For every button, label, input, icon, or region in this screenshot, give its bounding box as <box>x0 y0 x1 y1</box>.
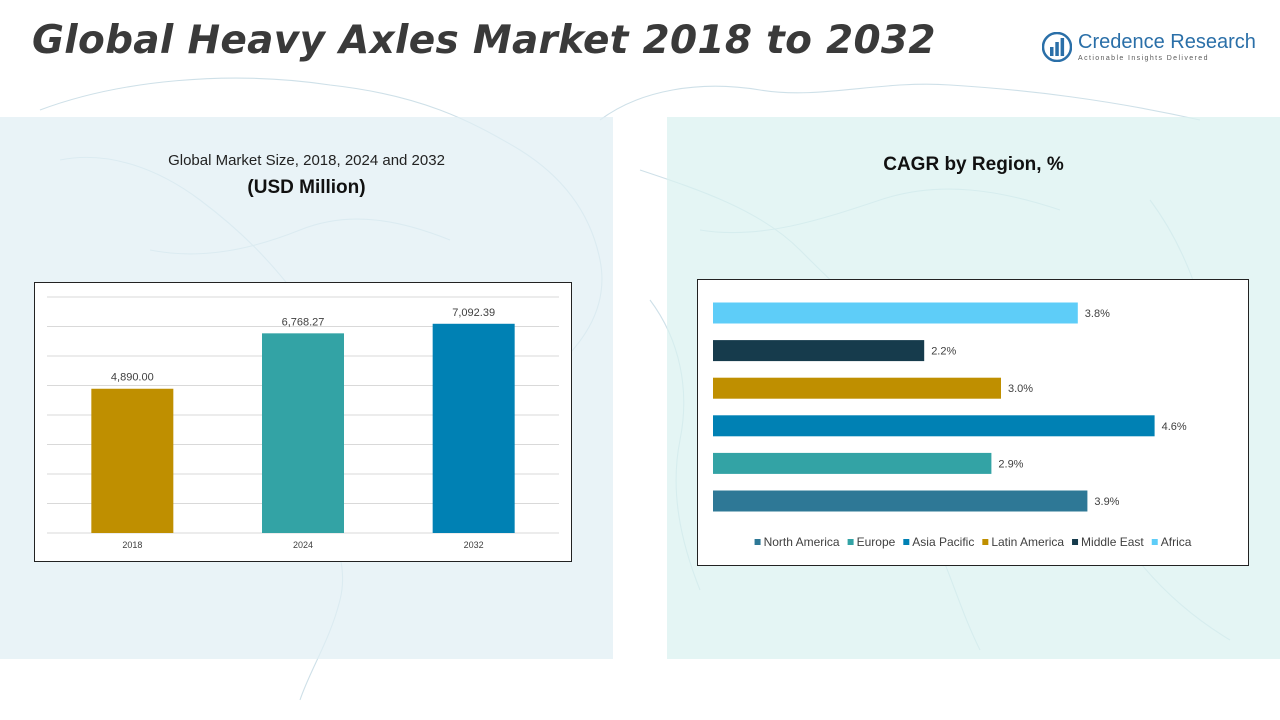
legend-item-asia-pacific: Asia Pacific <box>903 535 974 549</box>
bar-africa <box>713 302 1078 324</box>
bar-middle-east <box>713 340 925 362</box>
data-label-2018: 4,890.00 <box>111 372 154 384</box>
market-size-bar-chart: 4,890.00 2018 6,768.27 2024 7,092.39 2032 <box>47 296 559 550</box>
x-tick-2018: 2018 <box>122 540 142 550</box>
market-size-unit: (USD Million) <box>247 177 366 198</box>
market-size-subtitle: Global Market Size, 2018, 2024 and 2032 <box>168 152 445 169</box>
page-title: Global Heavy Axles Market 2018 to 2032 <box>32 18 936 63</box>
legend-item-north-america: North America <box>754 535 840 549</box>
x-tick-2032: 2032 <box>464 540 484 550</box>
legend-label-middle-east: Middle East <box>1081 535 1144 549</box>
legend-item-europe: Europe <box>847 535 896 549</box>
legend-swatch-asia-pacific <box>903 539 910 545</box>
data-label-2024: 6,768.27 <box>282 316 325 328</box>
legend-item-latin-america: Latin America <box>982 535 1064 549</box>
data-label-north-america: 3.9% <box>1094 496 1119 508</box>
cagr-chart: 3.8% 2.2% 3.0% 4.6% 2.9% 3.9% North America Eur… <box>697 279 1249 566</box>
logo-tagline: Actionable Insights Delivered <box>1078 55 1209 62</box>
legend-label-latin-america: Latin America <box>991 535 1064 549</box>
logo-name: Credence Research <box>1078 31 1256 53</box>
bar-north-america <box>713 490 1088 512</box>
legend-swatch-africa <box>1151 539 1158 545</box>
market-size-chart: 4,890.00 2018 6,768.27 2024 7,092.39 2032 <box>34 282 572 562</box>
legend-swatch-north-america <box>754 539 761 545</box>
legend-item-africa: Africa <box>1151 535 1192 549</box>
legend-swatch-europe <box>847 539 854 545</box>
credence-research-logo: Credence Research Actionable Insights De… <box>1042 31 1272 68</box>
x-tick-2024: 2024 <box>293 540 313 550</box>
legend: North America Europe Asia Pacific Latin Ame… <box>754 535 1192 549</box>
legend-label-north-america: North America <box>764 535 840 549</box>
logo-mark-icon <box>1042 32 1072 62</box>
data-label-middle-east: 2.2% <box>931 346 956 358</box>
bar-europe <box>713 452 992 474</box>
bar-2024 <box>262 333 344 533</box>
legend-item-middle-east: Middle East <box>1072 535 1144 549</box>
data-label-latin-america: 3.0% <box>1008 383 1033 395</box>
legend-swatch-latin-america <box>982 539 989 545</box>
bar-2032 <box>432 323 515 533</box>
bar-latin-america <box>713 377 1001 399</box>
bar-2018 <box>91 388 174 533</box>
legend-swatch-middle-east <box>1072 539 1079 545</box>
cagr-bar-chart: 3.8% 2.2% 3.0% 4.6% 2.9% 3.9% North America Eur… <box>713 302 1192 549</box>
data-label-europe: 2.9% <box>998 458 1023 470</box>
legend-label-asia-pacific: Asia Pacific <box>912 535 974 549</box>
legend-label-africa: Africa <box>1161 535 1192 549</box>
bar-asia-pacific <box>713 415 1155 437</box>
cagr-subtitle: CAGR by Region, % <box>883 154 1064 175</box>
data-label-africa: 3.8% <box>1085 308 1110 320</box>
data-label-2032: 7,092.39 <box>452 307 495 319</box>
data-label-asia-pacific: 4.6% <box>1162 421 1187 433</box>
legend-label-europe: Europe <box>857 535 896 549</box>
